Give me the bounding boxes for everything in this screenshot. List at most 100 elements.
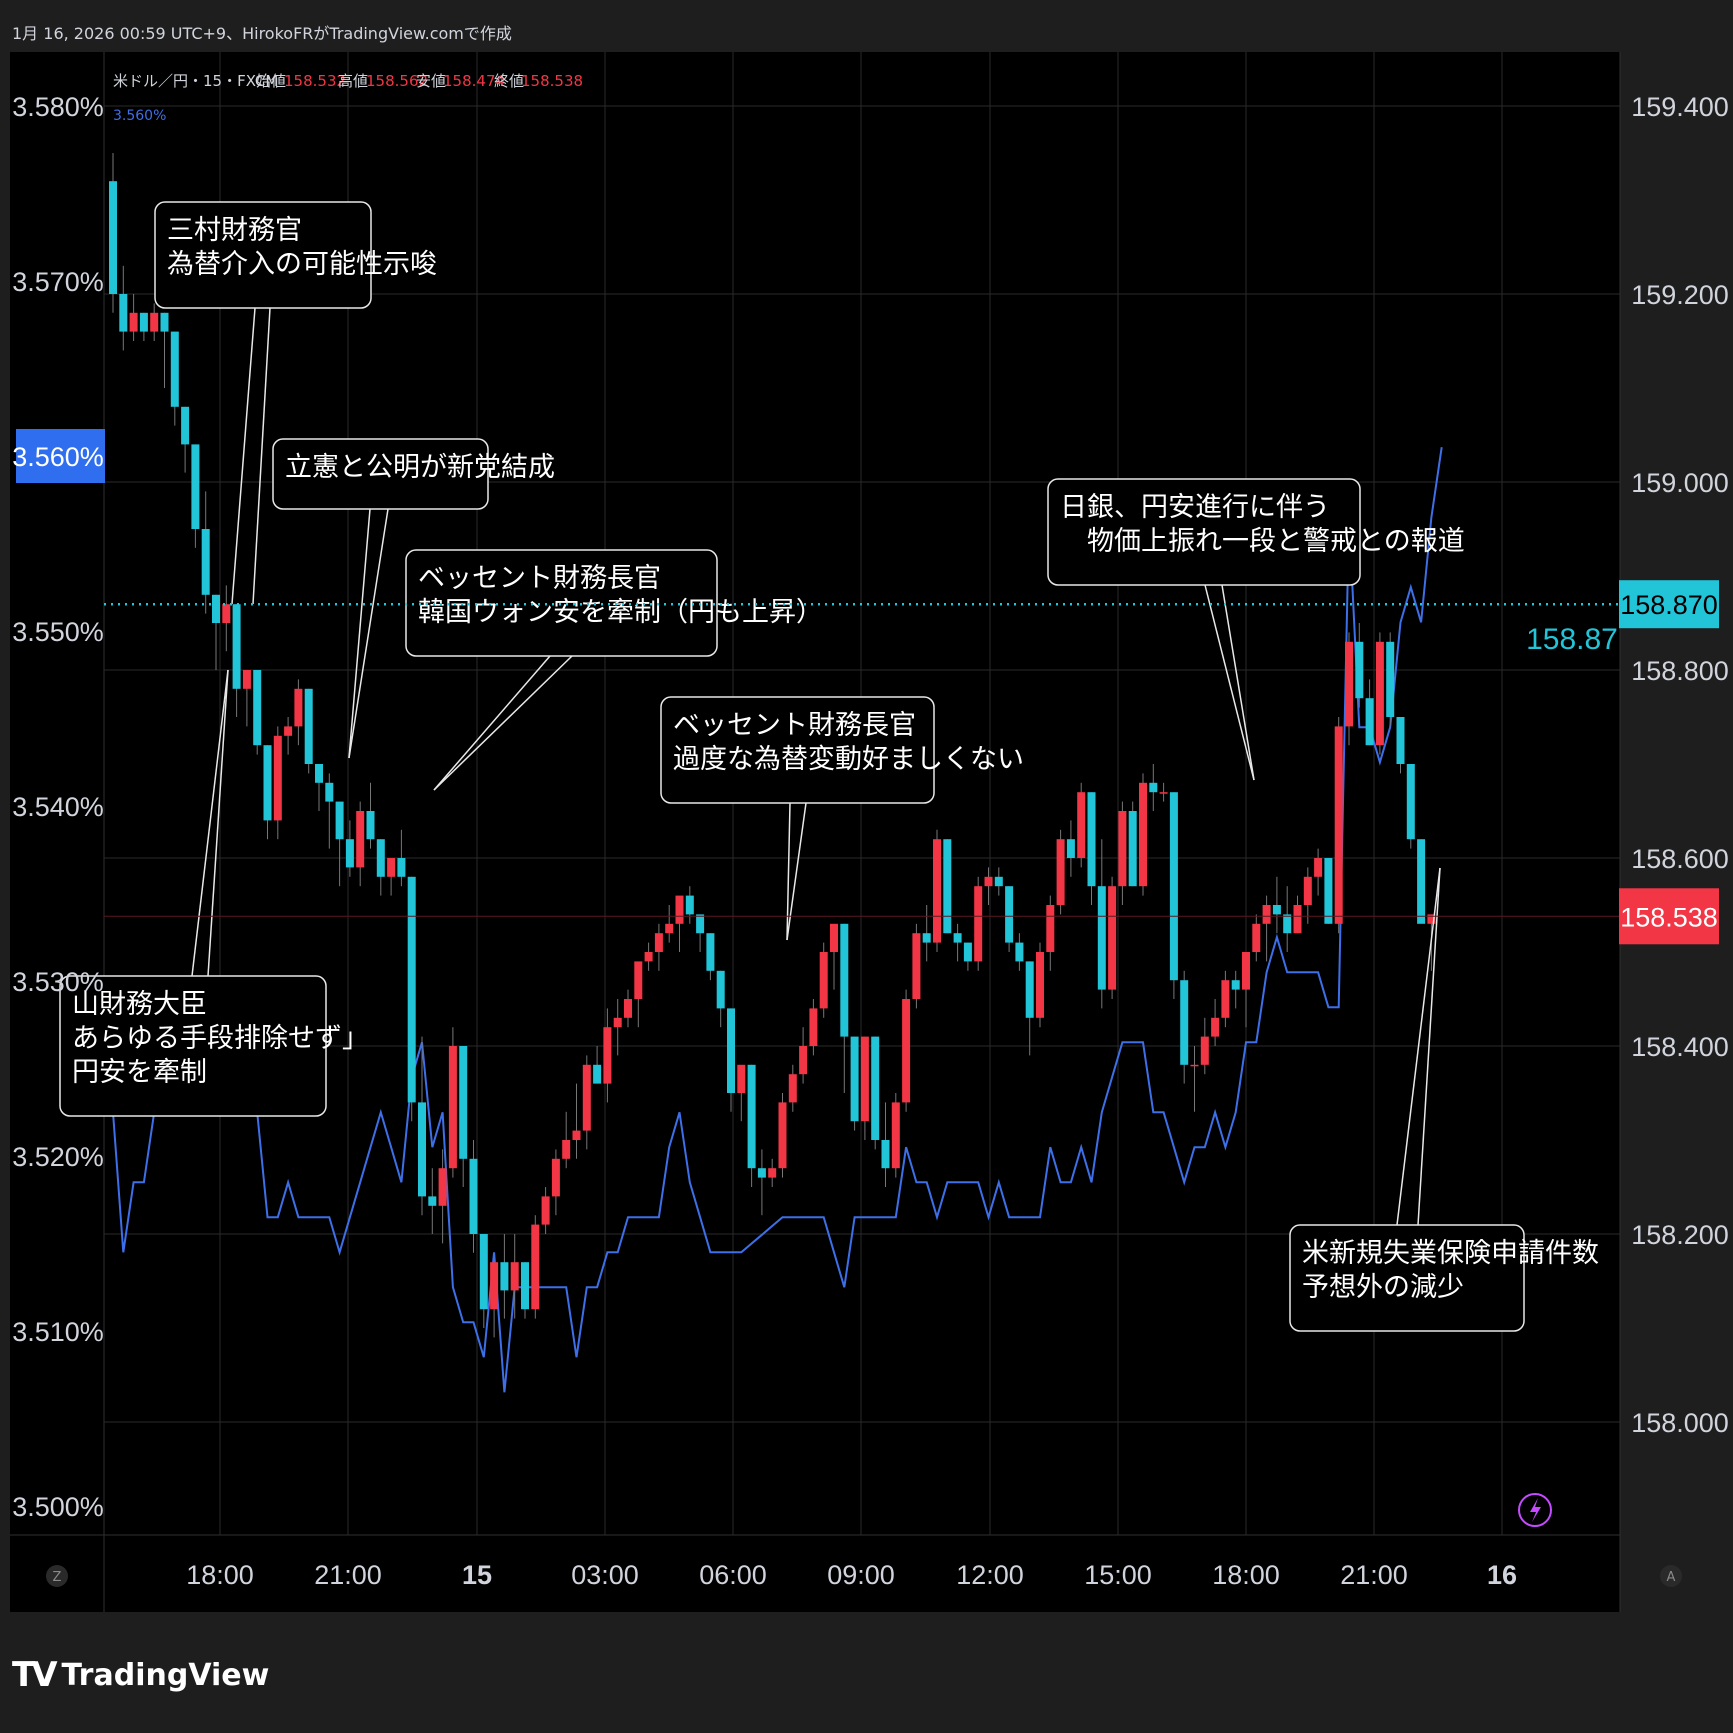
candle-body [345,839,354,868]
candle-body [1097,886,1106,990]
candle-body [294,688,303,727]
price-tick-label: 159.400 [1631,92,1729,122]
candle-body [1108,886,1117,990]
candle-body [871,1036,880,1140]
candle-body [448,1046,457,1169]
candle-body [665,923,674,934]
candle-body [974,886,983,962]
candle-body [1396,717,1405,764]
callout-text: 米新規失業保険申請件数 [1302,1238,1599,1269]
candle-body [613,1017,622,1028]
replay-icon[interactable] [1518,1493,1552,1527]
candle-body [1139,782,1147,887]
candle-body [160,312,169,332]
yield-tick-label: 3.540% [12,792,104,822]
time-tick-label: 09:00 [827,1560,895,1590]
footer [0,1620,1733,1733]
yield-badge-text: 3.560% [12,442,104,472]
candle-body [768,1168,777,1178]
auto-scale-label: A [1667,1570,1676,1585]
candle-body [891,1102,900,1169]
callout-box [1289,1224,1525,1332]
candle-body [459,1046,468,1159]
time-tick-label: 03:00 [571,1560,639,1590]
time-tick-label: 06:00 [699,1560,767,1590]
candle-body [551,1158,560,1197]
candle-body [675,895,684,924]
candle-body [201,529,210,595]
candle-body [685,895,694,915]
price-line-label: 158.87 [1526,623,1618,656]
candle-body [315,764,323,783]
legend-close-label: 終値 [494,72,524,90]
candle-body [1242,952,1250,990]
candle-body [819,952,828,1009]
candle-body [840,923,849,1037]
candle-body [181,406,190,445]
candle-body [521,1262,529,1310]
candle-body [1118,811,1127,887]
time-tick-label: 12:00 [956,1560,1024,1590]
candle-body [1314,858,1323,877]
candle-body [562,1140,571,1159]
legend-high-label: 高値 [338,72,368,90]
candle-body [387,858,396,877]
candle-body [1087,792,1096,887]
callout-text: 過度な為替変動好ましくない [673,744,1024,775]
timezone-toggle-icon[interactable]: Z [46,1565,68,1587]
candle-body [1231,980,1240,990]
time-tick-label: 21:00 [314,1560,382,1590]
candle-body [263,745,272,821]
callout-pointer [786,802,807,941]
annotations: 三村財務官為替介入の可能性示唆立憲と公明が新党結成ベッセント財務長官韓国ウォン安… [59,201,1599,1332]
candle-body [1386,641,1395,717]
auto-scale-icon[interactable]: A [1660,1565,1682,1587]
candle-body [953,933,962,943]
callout-text: 立憲と公明が新党結成 [285,452,555,483]
candle-body [510,1262,519,1291]
candle-body [541,1196,550,1225]
candle-body [273,735,282,821]
yield-tick-label: 3.570% [12,267,104,297]
callout-box [154,201,372,309]
candle-body [881,1140,890,1169]
callout-pointer [786,802,791,941]
candle-body [706,933,715,971]
candle-body [531,1224,540,1310]
candle-body [593,1064,602,1084]
candle-body [500,1262,509,1291]
callout-text: ベッセント財務長官 [418,563,661,594]
candle-body [1334,726,1343,924]
candle-body [1036,952,1044,1018]
candle-body [1272,905,1281,915]
tradingview-logo[interactable]: TV TradingView [12,1655,269,1695]
candle-body [284,726,293,736]
header-bar: 1月 16, 2026 00:59 UTC+9、HirokoFRがTrading… [0,0,1733,56]
candle-body [418,1102,426,1197]
candle-body [634,961,643,999]
candle-body [325,782,334,802]
created-by-text: 1月 16, 2026 00:59 UTC+9、HirokoFRがTrading… [12,24,512,43]
candle-body [737,1064,746,1093]
candle-body [654,933,663,952]
candle-body [994,876,1003,887]
legend-high-value: 158.562 [366,72,428,90]
yield-badge [16,429,105,483]
legend-open-label: 始値 [256,72,286,90]
candle-body [490,1262,499,1310]
candle-body [212,594,220,623]
candle-body [1283,914,1292,934]
yield-tick-label: 3.550% [12,617,104,647]
candle-body [479,1234,488,1310]
callout-pointer [231,307,256,605]
candle-body [438,1168,447,1206]
annotation-callout: 立憲と公明が新党結成 [272,438,555,759]
tradingview-mark-icon: TV [12,1655,57,1695]
callout-text: 円安を牽制 [72,1057,207,1088]
chart-background [10,52,1620,1612]
candle-body [572,1130,581,1140]
